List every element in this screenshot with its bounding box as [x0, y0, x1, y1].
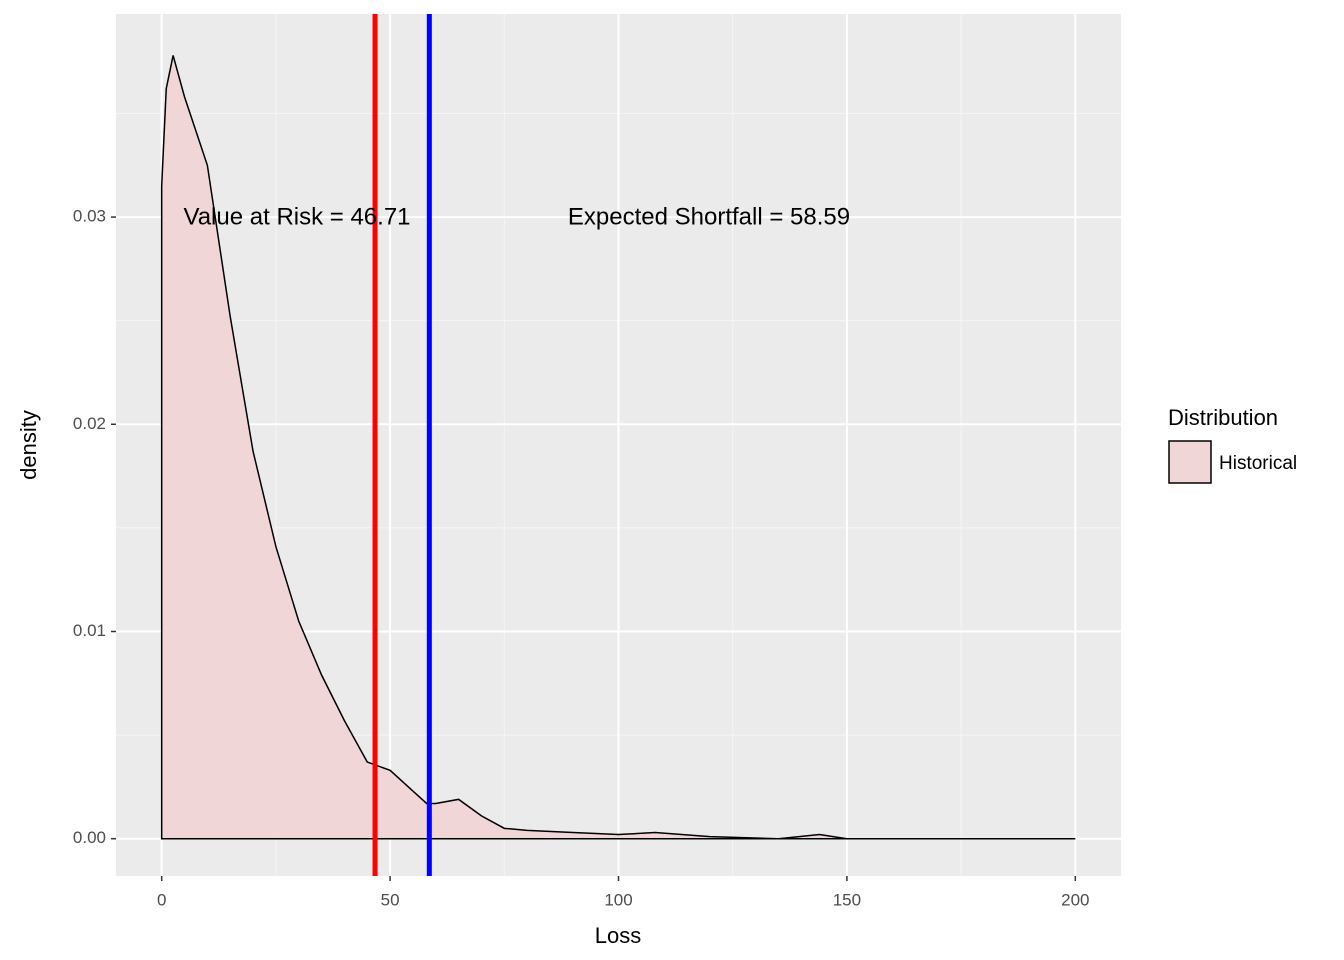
y-tick-label: 0.02: [73, 414, 106, 433]
x-tick-label: 100: [604, 890, 632, 909]
x-tick-label: 0: [157, 890, 166, 909]
density-area: [160, 55, 1076, 840]
annotation: Value at Risk = 46.71: [183, 203, 410, 230]
x-tick-label: 200: [1061, 890, 1089, 909]
x-tick-label: 150: [833, 890, 861, 909]
y-axis-title: density: [16, 410, 41, 480]
y-tick-label: 0.00: [73, 828, 106, 847]
legend-key: [1168, 440, 1212, 484]
x-axis-title: Loss: [595, 923, 641, 948]
x-tick-label: 50: [381, 890, 400, 909]
y-tick-label: 0.01: [73, 621, 106, 640]
legend-title: Distribution: [1168, 405, 1278, 430]
annotation: Expected Shortfall = 58.59: [568, 203, 850, 230]
y-tick-label: 0.03: [73, 207, 106, 226]
legend-label: Historical: [1219, 453, 1297, 474]
